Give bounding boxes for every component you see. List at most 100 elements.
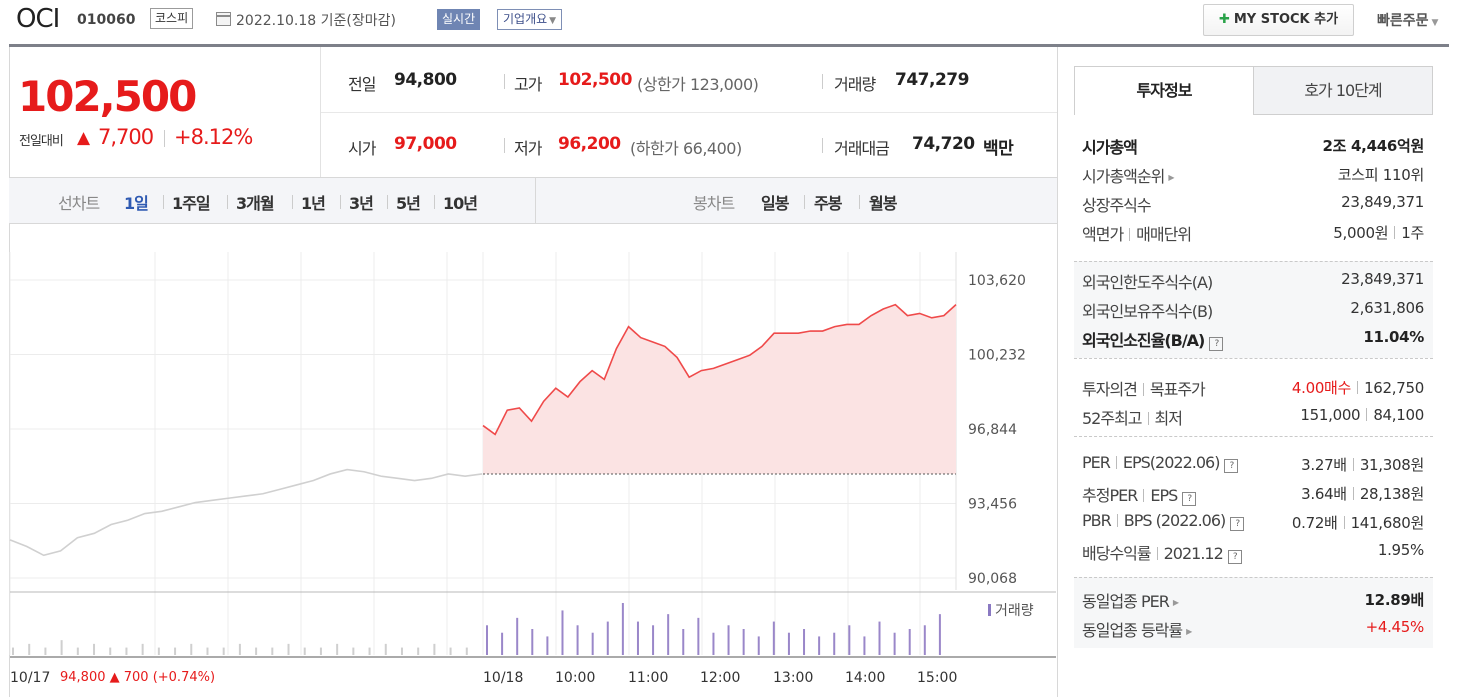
label-divider [1116,514,1118,527]
candle-tab[interactable]: 월봉 [869,194,897,213]
info-value: 코스피 110위 [1338,164,1425,185]
volume-bar [222,647,225,655]
volume-bar [938,614,941,655]
realtime-button[interactable]: 실시간 [437,9,481,30]
info-label: 외국인한도주식수(A) [1082,269,1213,293]
help-icon[interactable]: ? [1182,492,1197,506]
add-my-stock-label: MY STOCK 추가 [1233,12,1339,27]
info-value: 4.00매수 162,750 [1292,377,1424,398]
volume-bar [336,643,339,655]
info-value-secondary: 141,680원 [1350,514,1425,532]
info-value-secondary: 28,138원 [1359,485,1424,503]
volume-bar [319,647,322,655]
series-10-18-area [483,304,956,474]
volume-bar [923,625,926,655]
volume-bar [606,621,609,655]
candle-tab[interactable]: 주봉 [814,194,842,213]
chevron-right-icon[interactable]: ▶ [1186,627,1192,636]
info-value: 2,631,806 [1350,299,1424,317]
tab-divider [804,195,805,209]
info-label-secondary: BPS (2022.06) [1123,511,1227,530]
stock-name: OCI [16,4,60,34]
value-divider [1394,226,1396,239]
period-tab[interactable]: 5년 [396,194,421,213]
volume-bar [141,643,144,655]
info-label-text: 추정PER [1082,486,1138,505]
chevron-right-icon[interactable]: ▶ [1172,598,1179,607]
prev-day-summary: 94,800 ▲ 700 (+0.74%) [60,670,215,685]
section-divider [1074,261,1433,262]
info-value: 0.72배 141,680원 [1292,512,1424,533]
right-panel-bg [1074,115,1433,648]
add-my-stock-button[interactable]: ✚ MY STOCK 추가 [1203,4,1354,36]
volume-bar [190,643,193,655]
info-label: 52주최고 최저 [1082,405,1183,429]
volume-bar [697,617,700,655]
volume-bar [433,643,436,655]
candle-tab[interactable]: 일봉 [761,194,789,213]
help-icon[interactable]: ? [1230,517,1245,531]
volume-bar [833,632,836,655]
period-tab[interactable]: 1년 [301,194,326,213]
info-label-text: 동일업종 등락률 [1082,621,1183,640]
change-divider [164,130,165,147]
quote-divider [504,74,505,89]
company-overview-button[interactable]: 기업개요 ▼ [497,9,563,30]
volume-bar [531,629,534,655]
low-label: 저가 [514,139,542,158]
base-date: 2022.10.18 기준(장마감) [236,13,396,29]
help-icon[interactable]: ? [1227,550,1242,564]
open-label: 시가 [348,139,376,158]
info-label-text: 투자의견 [1082,380,1138,399]
x-tick-label: 10/17 [10,670,50,686]
help-icon[interactable]: ? [1224,459,1239,473]
volume-bar [400,647,403,655]
info-label: 시가총액 [1082,134,1138,158]
info-label: 투자의견 목표주가 [1082,376,1206,400]
info-value: 1.95% [1378,541,1424,559]
volume-bar [757,636,760,655]
info-value: 23,849,371 [1341,270,1424,288]
value-divider [1366,408,1368,421]
x-tick-label: 10/18 [483,670,523,686]
period-tab[interactable]: 3개월 [236,194,275,213]
info-label-text: 배당수익률 [1082,544,1152,563]
period-tab[interactable]: 1주일 [172,194,211,213]
chevron-right-icon[interactable]: ▶ [1168,173,1174,182]
quote-divider [822,74,823,89]
volume-bar [682,629,685,655]
prev-close-value: 94,800 [394,70,457,90]
info-label: 동일업종 등락률 ▶ [1082,617,1192,641]
volume-bar [60,640,63,655]
volume-legend: 거래량 [995,603,1034,619]
volume-bar [576,625,579,655]
tab-divider [227,195,228,209]
volume-bar [561,610,564,655]
stock-code: 010060 [77,12,136,28]
high-label: 고가 [514,75,542,94]
label-divider [1156,547,1158,560]
volume-bar [238,643,241,655]
series-10-17-line [9,468,483,557]
sector-section-bg [1074,577,1433,648]
info-label-text: 52주최고 [1082,409,1143,428]
calendar-icon [216,12,231,26]
period-tab[interactable]: 3년 [349,194,374,213]
y-tick-label: 93,456 [968,497,1017,513]
info-value-secondary: 1주 [1401,224,1424,242]
volume-bar [848,625,851,655]
period-tab[interactable]: 10년 [443,194,478,213]
info-label-secondary: EPS [1150,486,1178,505]
quick-order-button[interactable]: 빠른주문 ▼ [1377,10,1438,30]
label-divider [1143,489,1145,502]
open-value: 97,000 [394,134,457,154]
upper-limit: (상한가 123,000) [637,75,759,94]
chevron-down-icon: ▼ [1431,18,1439,28]
period-tab[interactable]: 1일 [124,194,149,213]
info-label: 추정PER EPS? [1082,482,1197,506]
tab-investment-info[interactable]: 투자정보 [1074,66,1254,115]
help-icon[interactable]: ? [1209,337,1224,351]
tab-order-book[interactable]: 호가 10단계 [1253,66,1433,115]
info-value-text: 5,000원 [1333,224,1389,242]
volume-bar [352,647,355,655]
